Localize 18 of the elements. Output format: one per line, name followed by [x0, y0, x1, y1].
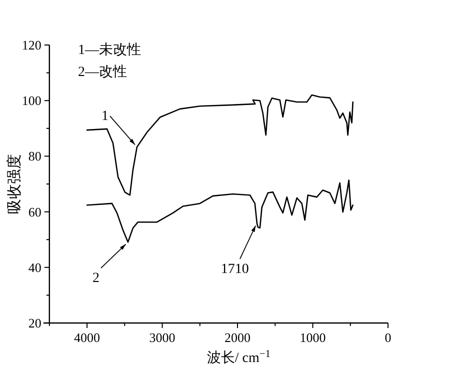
x-tick-label: 0 — [384, 330, 392, 345]
x-axis-title: 波长/ cm$^{−1}$ — [206, 348, 271, 366]
annotation: 2—改性 — [78, 64, 127, 80]
y-tick-label: 60 — [28, 204, 42, 220]
x-tick-label: 3000 — [149, 330, 176, 345]
y-tick-label: 100 — [22, 93, 42, 108]
y-axis-title: 吸收强度 — [6, 154, 23, 214]
y-tick-label: 120 — [22, 38, 42, 52]
y-tick-label: 40 — [28, 260, 42, 275]
annotation: 1—未改性 — [78, 42, 141, 58]
x-tick-label: 1000 — [300, 330, 326, 345]
annotation: 1710 — [220, 262, 249, 277]
y-tick-label: 20 — [28, 316, 42, 330]
annotation: 2 — [92, 271, 100, 286]
y-tick-label: 80 — [28, 148, 42, 164]
x-tick-label: 2000 — [224, 330, 251, 345]
annotation: 1 — [101, 109, 108, 124]
x-tick-label: 4000 — [74, 330, 100, 345]
